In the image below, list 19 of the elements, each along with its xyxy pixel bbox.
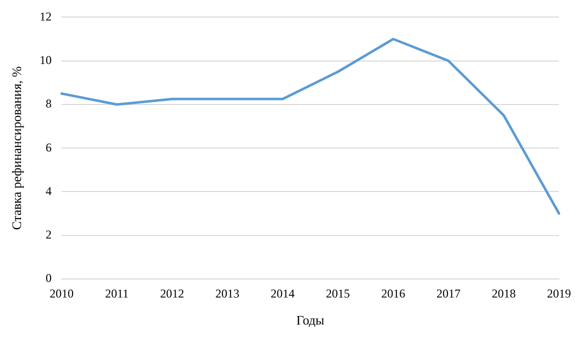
x-tick-label: 2017 bbox=[436, 286, 460, 300]
x-tick-label: 2015 bbox=[326, 286, 350, 300]
y-tick-label: 8 bbox=[46, 96, 52, 111]
x-tick-label: 2014 bbox=[270, 286, 295, 300]
y-tick-label: 2 bbox=[46, 228, 52, 242]
x-tick-label: 2016 bbox=[381, 286, 406, 300]
x-tick-label: 2010 bbox=[50, 286, 74, 300]
x-axis-title: Годы bbox=[296, 312, 324, 328]
x-tick-label: 2012 bbox=[160, 286, 184, 300]
x-tick-label: 2013 bbox=[215, 286, 240, 300]
x-tick-label: 2019 bbox=[547, 286, 571, 300]
y-tick-label: 4 bbox=[46, 184, 52, 198]
y-tick-label: 10 bbox=[40, 52, 52, 67]
x-tick-label: 2011 bbox=[105, 286, 129, 300]
y-tick-label: 0 bbox=[46, 271, 52, 286]
y-tick-label: 12 bbox=[40, 9, 52, 24]
y-axis-title: Ставка рефинансирования, % bbox=[9, 66, 24, 230]
y-tick-label: 6 bbox=[46, 140, 52, 154]
x-tick-label: 2018 bbox=[492, 286, 516, 300]
